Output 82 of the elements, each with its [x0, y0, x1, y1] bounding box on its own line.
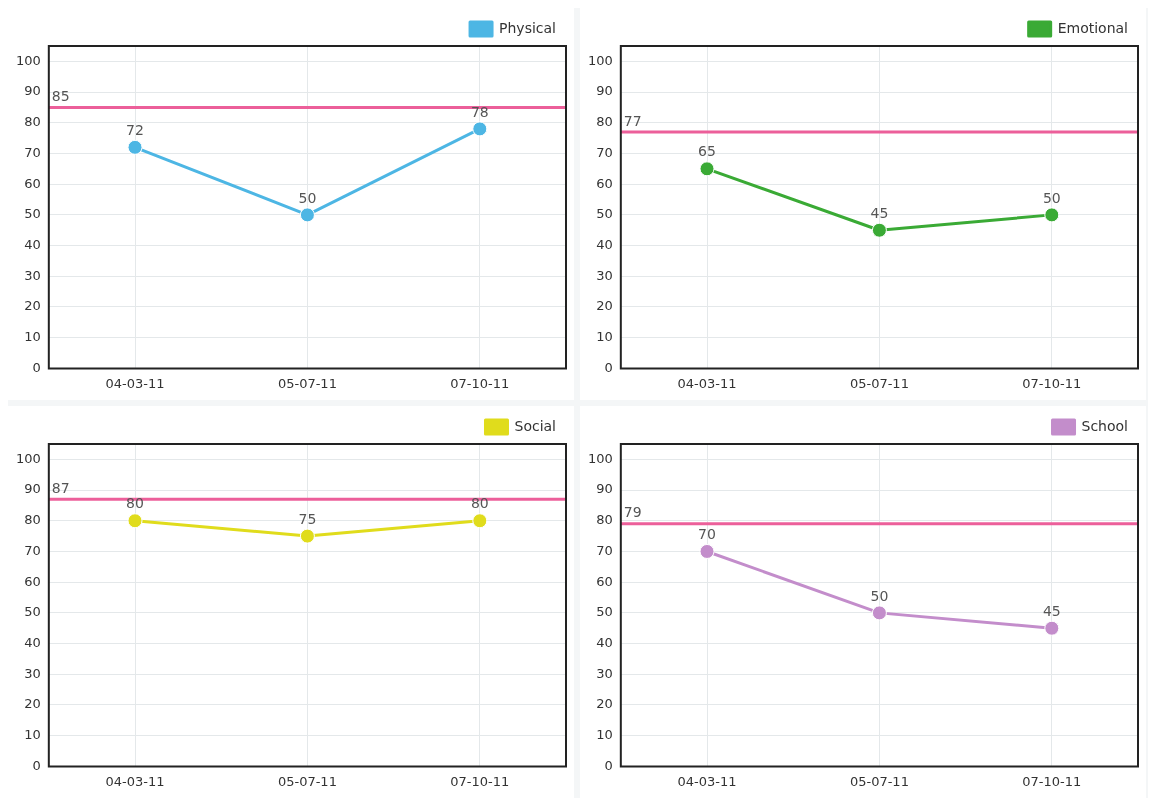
y-tick-label: 0 [604, 359, 613, 375]
y-tick-label: 40 [596, 634, 613, 650]
data-label: 50 [1042, 189, 1061, 206]
legend-label: Emotional [1057, 19, 1129, 36]
point [1044, 207, 1060, 223]
y-tick-label: 100 [587, 52, 613, 68]
y-tick-label: 100 [15, 450, 41, 466]
y-tick-label: 30 [24, 267, 41, 283]
y-tick-label: 100 [587, 450, 613, 466]
y-tick-label: 20 [596, 696, 613, 712]
y-tick-label: 0 [32, 757, 41, 773]
y-tick-label: 90 [24, 83, 41, 99]
y-tick-label: 60 [24, 573, 41, 589]
x-tick-label: 07-10-11 [1022, 375, 1082, 391]
point [1044, 620, 1060, 636]
y-tick-label: 10 [24, 329, 41, 345]
legend-label: Physical [499, 19, 556, 36]
point [299, 207, 315, 223]
ref-line-label: 85 [51, 88, 70, 105]
y-tick-label: 70 [24, 542, 41, 558]
y-tick-label: 90 [596, 83, 613, 99]
ref-line-label: 77 [623, 112, 642, 129]
y-tick-label: 50 [24, 604, 41, 620]
y-tick-label: 100 [15, 52, 41, 68]
point [699, 161, 715, 177]
y-tick-label: 20 [596, 298, 613, 314]
point [871, 605, 887, 621]
x-tick-label: 05-07-11 [277, 375, 337, 391]
point [699, 543, 715, 559]
data-label: 70 [698, 526, 716, 543]
y-tick-label: 80 [24, 114, 41, 130]
y-tick-label: 90 [596, 481, 613, 497]
point [871, 222, 887, 238]
x-tick-label: 05-07-11 [849, 773, 909, 789]
point [127, 139, 143, 155]
x-tick-label: 04-03-11 [677, 773, 737, 789]
y-tick-label: 20 [24, 696, 41, 712]
y-tick-label: 40 [24, 236, 41, 252]
y-tick-label: 60 [596, 175, 613, 191]
y-tick-label: 70 [596, 542, 613, 558]
y-tick-label: 70 [24, 144, 41, 160]
y-tick-label: 20 [24, 298, 41, 314]
y-tick-label: 0 [32, 359, 41, 375]
x-tick-label: 07-10-11 [450, 773, 510, 789]
x-tick-label: 07-10-11 [1022, 773, 1082, 789]
x-tick-label: 04-03-11 [105, 773, 165, 789]
point [472, 121, 488, 137]
data-label: 75 [298, 510, 317, 527]
y-tick-label: 10 [596, 329, 613, 345]
y-tick-label: 50 [24, 206, 41, 222]
y-tick-label: 40 [596, 236, 613, 252]
data-label: 50 [298, 189, 317, 206]
y-tick-label: 80 [596, 512, 613, 528]
y-tick-label: 50 [596, 604, 613, 620]
x-tick-label: 04-03-11 [677, 375, 737, 391]
y-tick-label: 40 [24, 634, 41, 650]
ref-line-label: 87 [51, 479, 70, 496]
y-tick-label: 0 [604, 757, 613, 773]
y-tick-label: 30 [24, 665, 41, 681]
y-tick-label: 80 [24, 512, 41, 528]
y-tick-label: 60 [596, 573, 613, 589]
data-label: 72 [126, 121, 144, 138]
y-tick-label: 60 [24, 175, 41, 191]
data-label: 45 [1042, 602, 1061, 619]
ref-line-label: 79 [623, 504, 642, 521]
x-tick-label: 07-10-11 [450, 375, 510, 391]
y-tick-label: 80 [596, 114, 613, 130]
data-label: 65 [698, 143, 716, 160]
y-tick-label: 10 [24, 727, 41, 743]
legend-label: Social [514, 417, 557, 434]
y-tick-label: 10 [596, 727, 613, 743]
data-label: 45 [870, 204, 889, 221]
y-tick-label: 50 [596, 206, 613, 222]
x-tick-label: 05-07-11 [849, 375, 909, 391]
y-tick-label: 30 [596, 267, 613, 283]
y-tick-label: 90 [24, 481, 41, 497]
x-tick-label: 04-03-11 [105, 375, 165, 391]
y-tick-label: 30 [596, 665, 613, 681]
legend-label: School [1081, 417, 1129, 434]
data-label: 50 [870, 587, 889, 604]
y-tick-label: 70 [596, 144, 613, 160]
x-tick-label: 05-07-11 [277, 773, 337, 789]
